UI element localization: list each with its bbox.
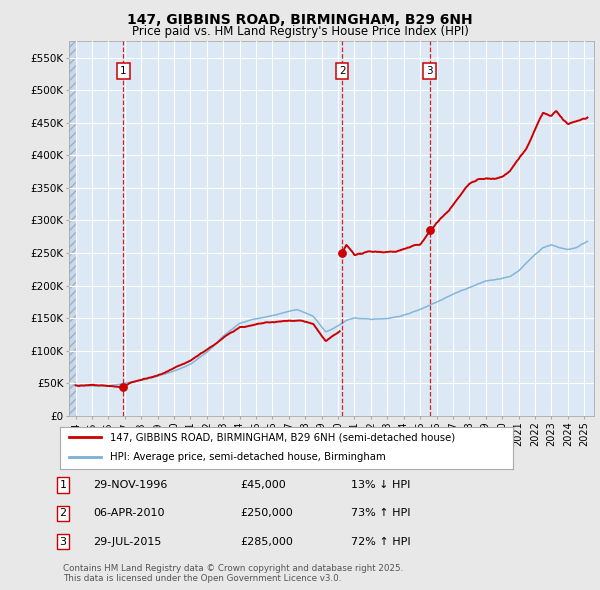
Text: 147, GIBBINS ROAD, BIRMINGHAM, B29 6NH (semi-detached house): 147, GIBBINS ROAD, BIRMINGHAM, B29 6NH (… — [110, 432, 455, 442]
Point — [119, 382, 128, 391]
Text: HPI: Average price, semi-detached house, Birmingham: HPI: Average price, semi-detached house,… — [110, 452, 386, 462]
Text: £45,000: £45,000 — [240, 480, 286, 490]
Text: 13% ↓ HPI: 13% ↓ HPI — [351, 480, 410, 490]
Text: 2: 2 — [339, 65, 346, 76]
Text: Contains HM Land Registry data © Crown copyright and database right 2025.
This d: Contains HM Land Registry data © Crown c… — [63, 563, 403, 583]
Text: 3: 3 — [59, 537, 67, 546]
Text: Price paid vs. HM Land Registry's House Price Index (HPI): Price paid vs. HM Land Registry's House … — [131, 25, 469, 38]
Text: 1: 1 — [59, 480, 67, 490]
Point — [425, 225, 434, 235]
Text: 147, GIBBINS ROAD, BIRMINGHAM, B29 6NH: 147, GIBBINS ROAD, BIRMINGHAM, B29 6NH — [127, 13, 473, 27]
Text: 73% ↑ HPI: 73% ↑ HPI — [351, 509, 410, 518]
Text: 3: 3 — [427, 65, 433, 76]
Text: 1: 1 — [120, 65, 127, 76]
Text: 29-JUL-2015: 29-JUL-2015 — [93, 537, 161, 546]
Point — [337, 248, 347, 258]
Text: £285,000: £285,000 — [240, 537, 293, 546]
Text: 2: 2 — [59, 509, 67, 518]
Text: £250,000: £250,000 — [240, 509, 293, 518]
Text: 06-APR-2010: 06-APR-2010 — [93, 509, 164, 518]
Text: 72% ↑ HPI: 72% ↑ HPI — [351, 537, 410, 546]
Text: 29-NOV-1996: 29-NOV-1996 — [93, 480, 167, 490]
